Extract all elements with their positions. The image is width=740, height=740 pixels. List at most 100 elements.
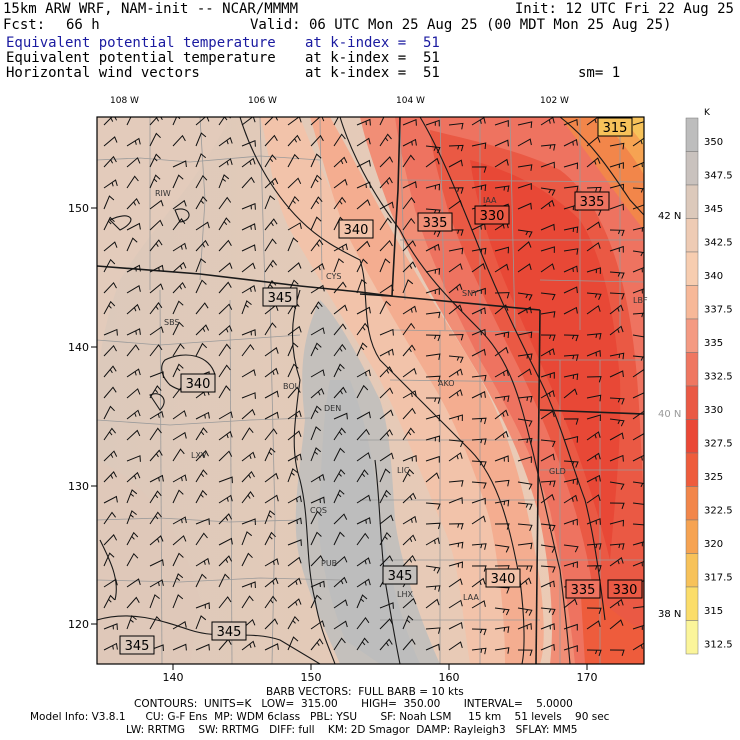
field-level-2: at k-index = 51: [305, 50, 440, 66]
wind-barb: [586, 494, 601, 504]
wind-barb: [103, 300, 116, 315]
wind-barb: [379, 117, 385, 126]
wind-barb: [241, 117, 256, 126]
wind-barb: [471, 600, 486, 609]
wind-barb: [425, 119, 440, 127]
wind-barb: [517, 229, 533, 238]
wind-barb: [218, 411, 233, 420]
wind-barb: [471, 184, 487, 191]
wind-barb: [149, 385, 162, 399]
svg-text:330: 330: [480, 209, 505, 224]
wind-barb: [287, 539, 302, 546]
wind-barb: [287, 453, 302, 462]
wind-barb: [126, 455, 141, 462]
svg-text:345: 345: [268, 291, 293, 306]
wind-barb: [264, 428, 278, 441]
wind-barb: [287, 577, 302, 588]
wind-barb: [356, 342, 368, 357]
wind-barb: [287, 363, 299, 378]
map-frame: [96, 116, 645, 665]
wind-barb: [356, 428, 370, 441]
contour-label: 345: [211, 621, 247, 641]
wind-barb: [632, 204, 644, 210]
wind-barb: [609, 432, 624, 441]
wind-barb: [218, 217, 231, 231]
wind-barb: [356, 469, 369, 483]
wind-barb: [333, 156, 348, 168]
wind-barb: [310, 301, 323, 315]
wind-barb: [402, 181, 417, 189]
wind-barb: [241, 176, 255, 189]
wind-barb: [287, 430, 302, 441]
wind-barb: [264, 154, 277, 168]
svg-text:340: 340: [491, 572, 516, 587]
wind-barb: [241, 640, 256, 651]
wind-barb: [632, 433, 644, 441]
wind-barb: [586, 607, 602, 615]
smoothing-label: sm= 1: [578, 65, 621, 81]
wind-barb: [632, 392, 644, 399]
wind-barb: [402, 515, 417, 525]
wind-barb: [402, 427, 415, 441]
wind-barb: [540, 565, 556, 573]
wind-barb: [149, 326, 164, 336]
wind-barb: [609, 352, 625, 360]
colorbar-label: 335: [704, 338, 723, 349]
wind-barb: [540, 480, 556, 488]
wind-barb: [494, 120, 509, 127]
wind-barb: [287, 556, 302, 567]
wind-barb: [402, 534, 417, 546]
wind-barb: [517, 649, 533, 656]
wind-barb: [310, 426, 322, 441]
wind-barb: [517, 437, 533, 445]
wind-barb: [149, 174, 161, 189]
wind-barb: [241, 470, 255, 483]
physics-info: LW: RRTMG SW: RRTMG DIFF: full KM: 2D Sm…: [126, 724, 578, 736]
wind-barb: [356, 452, 371, 462]
wind-barb: [195, 518, 210, 525]
wind-barb: [402, 344, 416, 357]
latitude-labels: 42 N 40 N 38 N: [658, 211, 681, 620]
colorbar-label: 337.5: [704, 304, 733, 315]
wind-barb: [149, 132, 161, 147]
wind-barb: [425, 435, 441, 443]
wind-barb: [586, 349, 601, 357]
wind-barb: [402, 454, 417, 462]
wind-barb: [494, 158, 509, 168]
colorbar-label: 347.5: [704, 170, 733, 181]
wind-barb: [379, 489, 391, 504]
wind-barb: [517, 542, 533, 550]
wind-barb: [264, 494, 279, 504]
wind-barb: [448, 333, 464, 341]
wind-barb: [425, 472, 440, 483]
wind-barb: [563, 138, 578, 147]
wind-barb: [149, 302, 163, 315]
wind-barb: [586, 431, 601, 441]
wind-barb: [632, 161, 644, 168]
wind-barb: [563, 162, 579, 170]
wind-barb: [195, 427, 208, 441]
wind-barb: [402, 468, 415, 483]
wind-barb: [517, 523, 533, 531]
wind-barb: [609, 292, 625, 300]
wind-barb: [471, 391, 486, 399]
wind-barb: [448, 368, 463, 378]
wind-barb: [172, 643, 187, 651]
wind-barb: [448, 144, 464, 152]
wind-barb: [471, 328, 486, 336]
contour-label: 340: [180, 373, 216, 393]
svg-text:330: 330: [613, 583, 638, 598]
wind-barb: [379, 452, 394, 462]
wind-barb: [632, 624, 644, 630]
station-label: SNY: [462, 289, 478, 298]
wind-barb: [333, 427, 346, 441]
wind-barb: [540, 523, 556, 532]
contour-label: 345: [382, 565, 418, 585]
wind-barb: [517, 331, 533, 339]
wind-barb: [471, 262, 486, 273]
colorbar-label: 315: [704, 606, 723, 617]
wind-barb: [103, 328, 118, 336]
wind-barb: [264, 259, 277, 273]
station-label: COS: [310, 506, 327, 515]
wind-barb: [126, 197, 140, 210]
